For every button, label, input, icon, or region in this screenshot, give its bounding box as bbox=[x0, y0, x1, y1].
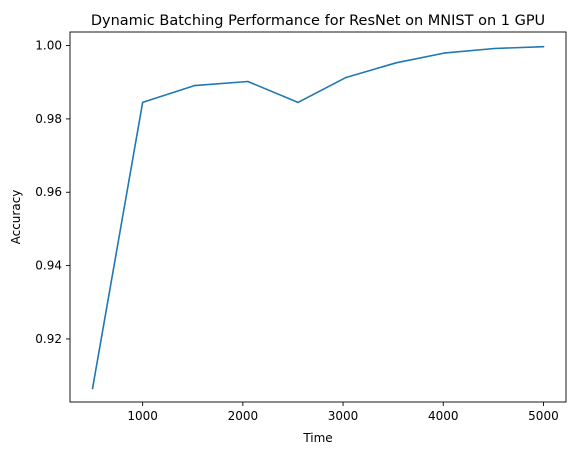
y-tick-label: 0.94 bbox=[35, 259, 62, 273]
data-point bbox=[247, 80, 249, 83]
x-tick-label: 1000 bbox=[127, 409, 158, 423]
y-tick-label: 0.96 bbox=[35, 185, 62, 199]
y-tick-label: 1.00 bbox=[35, 39, 62, 53]
data-point bbox=[395, 62, 397, 64]
series-layer bbox=[91, 45, 545, 390]
x-axis-label: Time bbox=[302, 431, 332, 445]
x-tick-label: 3000 bbox=[328, 409, 359, 423]
data-point bbox=[444, 52, 447, 54]
x-axis: 1000 2000 3000 4000 5000 bbox=[127, 402, 559, 423]
data-point bbox=[91, 387, 94, 390]
x-tick-label: 5000 bbox=[528, 409, 559, 423]
y-axis: 0.92 0.94 0.96 0.98 1.00 bbox=[35, 39, 70, 346]
y-tick-label: 0.92 bbox=[35, 332, 62, 346]
series-line bbox=[91, 45, 545, 390]
y-axis-label: Accuracy bbox=[9, 190, 23, 245]
data-point bbox=[345, 76, 347, 79]
data-point bbox=[493, 47, 496, 50]
data-point bbox=[542, 45, 545, 48]
y-tick-label: 0.98 bbox=[35, 112, 62, 126]
x-tick-label: 4000 bbox=[428, 409, 459, 423]
data-point bbox=[193, 84, 196, 87]
x-tick-label: 2000 bbox=[228, 409, 259, 423]
chart-title: Dynamic Batching Performance for ResNet … bbox=[91, 13, 545, 29]
data-point bbox=[141, 101, 144, 104]
data-point bbox=[297, 101, 299, 104]
plot-area-frame bbox=[69, 31, 567, 403]
